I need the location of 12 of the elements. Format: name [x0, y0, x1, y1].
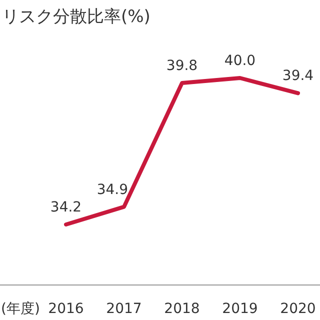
x-tick-label: 2018: [164, 301, 200, 317]
x-tick-label: 2020: [280, 301, 316, 317]
data-label: 39.4: [282, 68, 314, 84]
data-label: 39.8: [166, 58, 198, 74]
data-label: 40.0: [224, 53, 256, 69]
x-tick-label: 2017: [106, 301, 142, 317]
data-label: 34.9: [96, 182, 128, 198]
title: リスク分散比率(%): [2, 7, 150, 27]
x-axis-title: (年度): [1, 301, 40, 317]
data-label: 34.2: [50, 200, 82, 216]
x-tick-label: 2016: [48, 301, 84, 317]
x-tick-label: 2019: [222, 301, 258, 317]
